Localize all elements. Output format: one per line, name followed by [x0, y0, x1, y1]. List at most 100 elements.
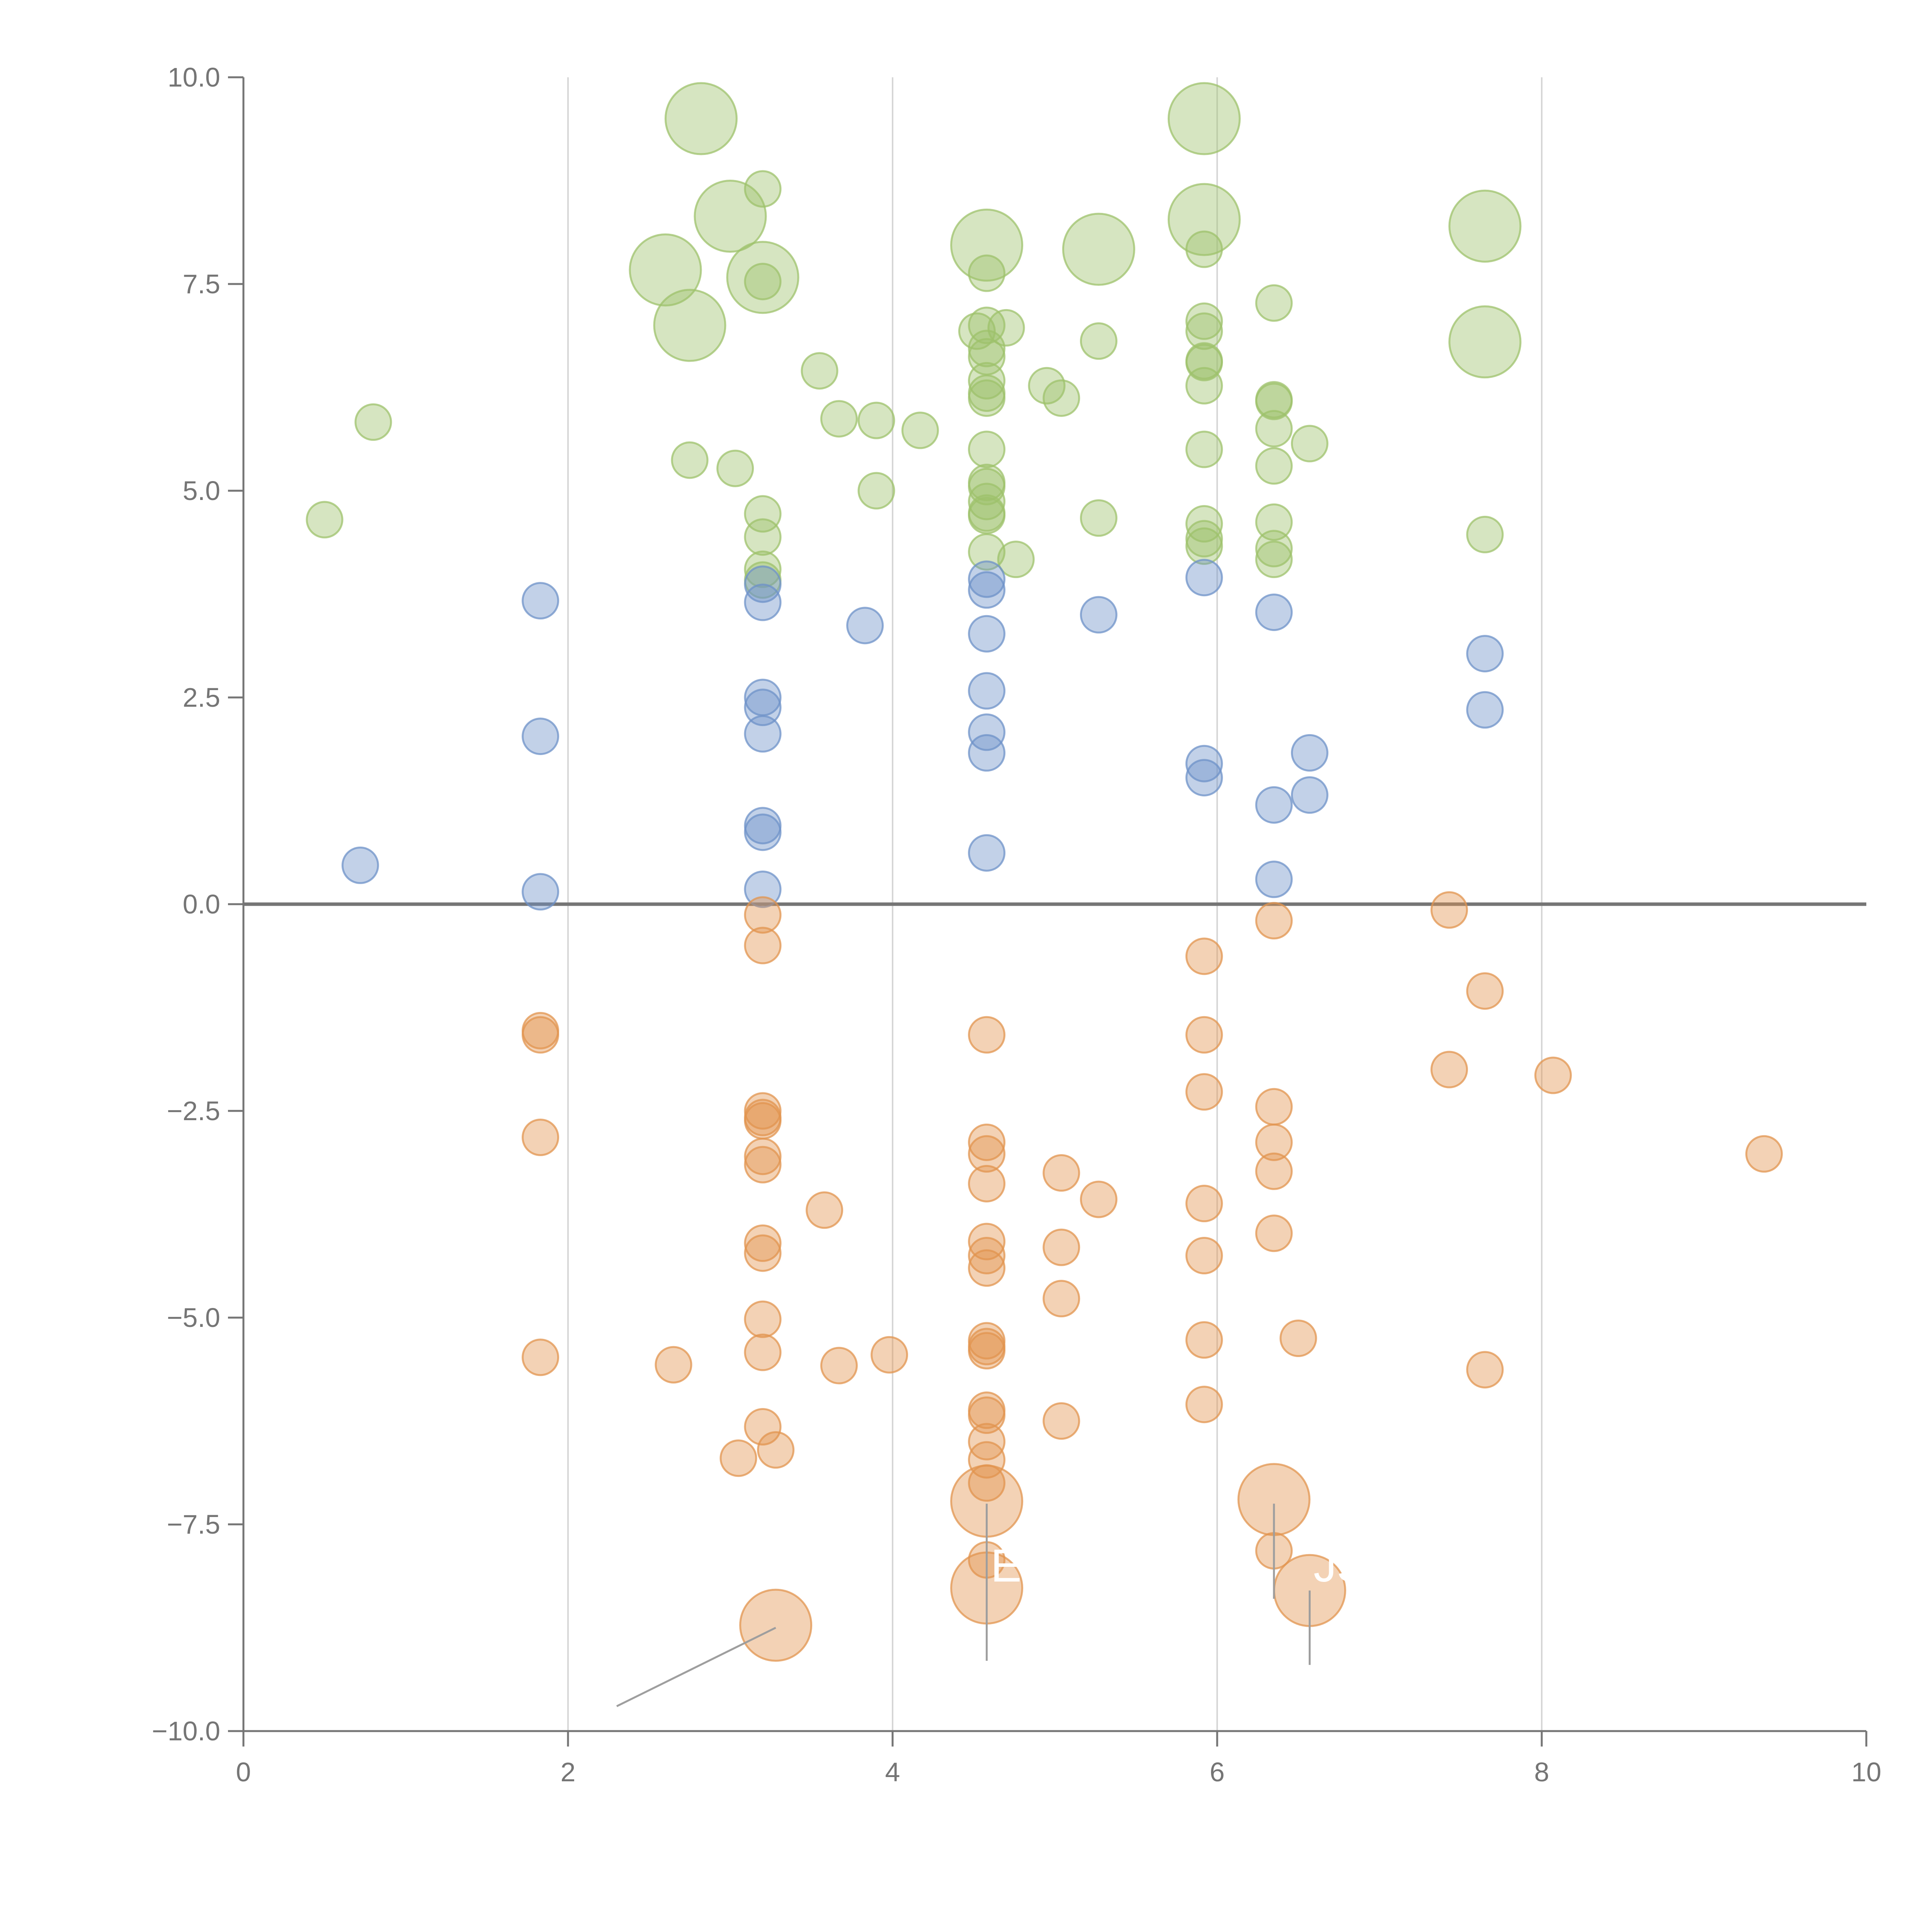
annotation-leader-line [616, 1627, 776, 1708]
blue-point [522, 582, 560, 620]
y-tick-label: 10.0 [168, 62, 220, 92]
green-large-point [1062, 213, 1135, 286]
green-point [1255, 503, 1293, 541]
x-tick-label: 2 [561, 1757, 576, 1787]
green-point [1185, 302, 1223, 340]
orange-point [1185, 1237, 1223, 1274]
orange-point [744, 1300, 782, 1338]
x-tick-label: 8 [1534, 1757, 1549, 1787]
orange-point [1430, 1051, 1468, 1088]
orange-point [1255, 1123, 1293, 1161]
green-point [744, 550, 782, 588]
blue-point [522, 873, 560, 911]
x-tick-label: 0 [236, 1757, 251, 1787]
blue-point [968, 615, 1006, 653]
orange-point [968, 1165, 1006, 1202]
axes-layer: 10.0 7.5 5.0 2.5 0.0 −2.5 −5.0 −7.5 −10.0 0 2 4 6 8 10 [152, 62, 1881, 1787]
green-point [901, 412, 939, 449]
green-point [1185, 527, 1223, 565]
points-layer [306, 82, 1783, 1662]
orange-point [1430, 891, 1468, 929]
annotation-label: E [991, 1540, 1022, 1592]
green-point [671, 441, 709, 479]
orange-point [1185, 1073, 1223, 1111]
orange-point [1185, 1016, 1223, 1054]
orange-point [1255, 1214, 1293, 1252]
green-point [1185, 430, 1223, 468]
green-point [354, 403, 392, 441]
blue-point [341, 846, 379, 884]
green-point [968, 497, 1006, 534]
y-tick-label: 2.5 [183, 682, 220, 713]
orange-point [744, 1146, 782, 1184]
orange-point [806, 1191, 844, 1229]
orange-point [719, 1439, 757, 1477]
annotation-layer: E JS [616, 1503, 1367, 1708]
x-tick-label: 6 [1210, 1757, 1225, 1787]
green-point [1080, 499, 1117, 537]
orange-point [968, 1396, 1006, 1434]
green-point [306, 501, 344, 539]
blue-point [968, 560, 1006, 598]
green-large-point [1448, 189, 1522, 263]
orange-point [1279, 1320, 1317, 1357]
green-point [1255, 284, 1293, 322]
blue-point [1291, 734, 1328, 772]
blue-point [1255, 861, 1293, 898]
orange-point [968, 1135, 1006, 1173]
green-point [1255, 530, 1293, 568]
blue-point [1080, 596, 1117, 634]
green-point [1255, 410, 1293, 447]
green-point [1255, 447, 1293, 485]
orange-point [1185, 1386, 1223, 1423]
green-point [968, 330, 1006, 367]
y-tick-label: −5.0 [167, 1303, 220, 1333]
blue-point [1255, 594, 1293, 631]
green-point [1185, 367, 1223, 405]
green-point [987, 309, 1025, 347]
green-large-point [653, 289, 726, 362]
blue-point [744, 813, 782, 851]
orange-point [744, 1408, 782, 1446]
series-green [306, 82, 1522, 599]
orange-point [1466, 1351, 1504, 1389]
orange-point [1043, 1228, 1080, 1266]
orange-point [820, 1347, 858, 1384]
green-large-point [1448, 305, 1522, 379]
orange-point [968, 1237, 1006, 1274]
orange-point [757, 1431, 795, 1469]
blue-point [968, 672, 1006, 710]
y-tick-label: 7.5 [183, 269, 220, 299]
green-point [1291, 425, 1328, 463]
blue-point [744, 715, 782, 753]
orange-point [1185, 937, 1223, 975]
blue-point [744, 689, 782, 726]
orange-point [1466, 972, 1504, 1010]
orange-point [744, 1333, 782, 1371]
orange-point [1080, 1180, 1117, 1218]
orange-point [1255, 902, 1293, 940]
green-point [744, 495, 782, 533]
orange-point [968, 1249, 1006, 1287]
green-point [968, 430, 1006, 468]
orange-point [968, 1123, 1006, 1161]
green-point [968, 533, 1006, 571]
orange-point [1185, 1321, 1223, 1359]
green-large-point [694, 180, 767, 253]
green-point [1185, 505, 1223, 543]
blue-point [1255, 786, 1293, 824]
green-large-point [1167, 183, 1241, 256]
green-point [968, 254, 1006, 292]
annotation-label: JS [1313, 1540, 1367, 1592]
green-point [744, 263, 782, 301]
orange-point [1255, 1088, 1293, 1126]
green-point [857, 472, 895, 510]
green-large-point [726, 241, 799, 314]
green-point [958, 312, 996, 350]
y-tick-label: 5.0 [183, 476, 220, 506]
blue-point [846, 607, 884, 645]
green-point [1080, 322, 1117, 360]
y-tick-label: 0.0 [183, 889, 220, 919]
